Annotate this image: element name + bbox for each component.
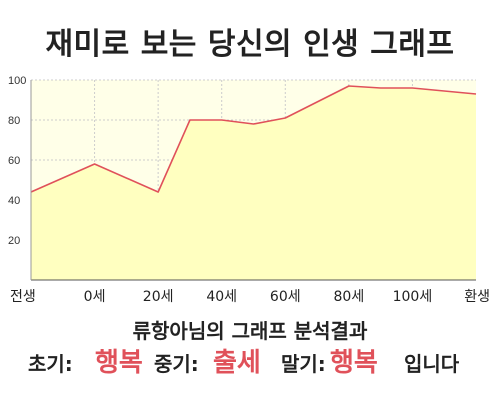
analysis-title: 류항아님의 그래프 분석결과 — [132, 319, 368, 343]
area-fill — [31, 86, 476, 280]
early-label: 초기: — [28, 352, 73, 376]
x-tick-label: 40세 — [206, 289, 237, 305]
x-tick-label: 20세 — [143, 289, 174, 305]
x-tick-label: 100세 — [393, 289, 433, 305]
y-tick-label: 40 — [8, 195, 20, 207]
late-label: 말기: — [281, 352, 326, 376]
x-tick-label: 80세 — [334, 289, 365, 305]
ending-text: 입니다 — [404, 352, 460, 376]
middle-value: 출세 — [213, 348, 261, 378]
chart-title: 재미로 보는 당신의 인생 그래프 — [45, 27, 455, 62]
x-tick-label: 전생 — [10, 289, 36, 305]
y-tick-label: 80 — [8, 115, 20, 127]
y-tick-label: 100 — [8, 75, 26, 87]
late-value: 행복 — [330, 348, 378, 378]
y-tick-label: 60 — [8, 155, 20, 167]
middle-label: 중기: — [154, 352, 199, 376]
y-tick-label: 20 — [8, 235, 20, 247]
series-line — [30, 85, 477, 193]
x-axis-ticks: 전생 0세 20세 40세 60세 80세 100세 환생 — [10, 289, 490, 305]
x-tick-label: 60세 — [270, 289, 301, 305]
early-value: 행복 — [95, 348, 143, 378]
y-axis-ticks: 20 40 60 80 100 — [8, 75, 26, 247]
x-tick-label: 환생 — [464, 289, 490, 305]
x-tick-label: 0세 — [84, 289, 106, 305]
